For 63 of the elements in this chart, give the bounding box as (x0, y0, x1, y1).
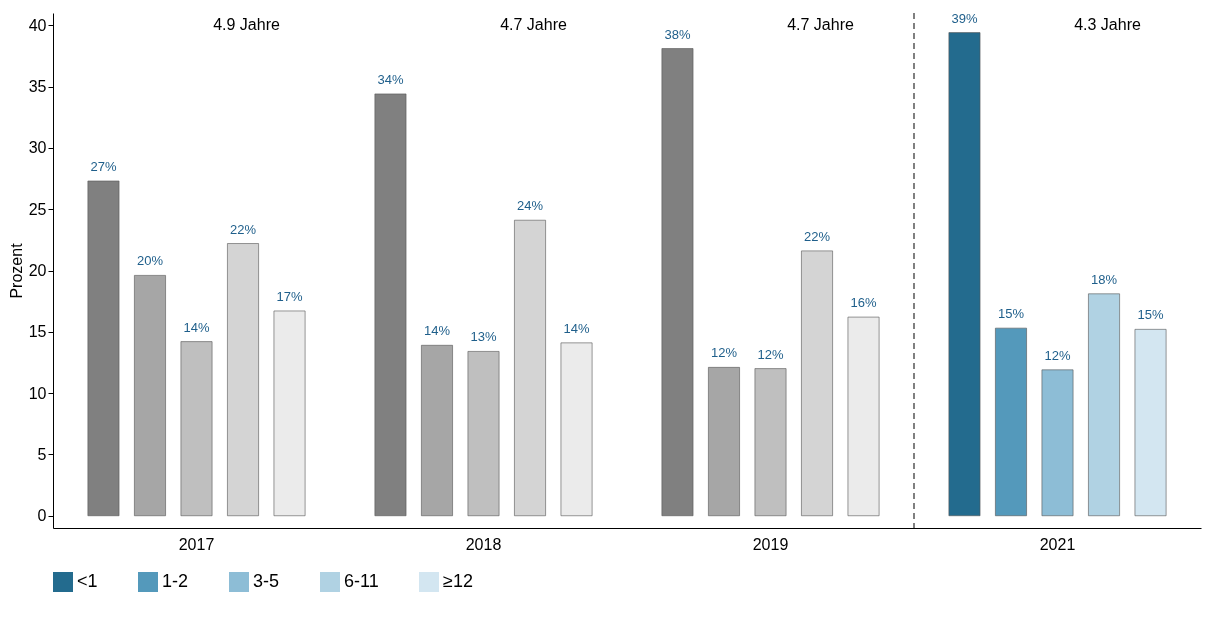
y-tick-label: 10 (28, 384, 47, 402)
data-label: 13% (470, 329, 497, 345)
y-tick-label: 30 (28, 139, 47, 157)
x-tick-label: 2017 (178, 535, 215, 553)
bar (800, 250, 834, 517)
legend-label: <1 (77, 571, 98, 591)
data-label: 27% (90, 158, 117, 174)
data-label: 22% (230, 221, 257, 237)
y-tick-label: 20 (28, 262, 47, 279)
annotation: 4.7 Jahre (787, 16, 854, 34)
bar (560, 342, 593, 517)
bar (1041, 369, 1074, 517)
data-label: 34% (377, 71, 404, 87)
bar (754, 368, 787, 517)
annotation: 4.9 Jahre (213, 16, 280, 34)
data-label: 15% (997, 306, 1025, 322)
y-tick-label: 0 (37, 507, 47, 525)
data-label: 18% (1091, 271, 1118, 287)
bar (87, 180, 120, 517)
y-tick-label: 5 (37, 445, 47, 463)
annotation: 4.7 Jahre (500, 16, 567, 34)
data-label: 39% (951, 10, 978, 26)
bar (273, 310, 306, 517)
x-tick-label: 2018 (465, 535, 502, 553)
data-label: 15% (1137, 307, 1164, 323)
bar (1134, 328, 1167, 517)
y-tick-label: 15 (28, 323, 47, 341)
y-tick-label: 25 (28, 200, 47, 218)
data-label: 17% (276, 288, 303, 304)
data-label: 12% (1044, 347, 1071, 363)
data-label: 14% (183, 319, 210, 335)
bar (513, 219, 547, 517)
data-label: 20% (136, 253, 164, 269)
data-label: 12% (710, 345, 738, 361)
data-label: 22% (804, 228, 831, 244)
bar (420, 344, 454, 517)
x-tick-label: 2019 (752, 535, 789, 553)
data-label: 16% (850, 295, 877, 311)
legend-label: 3-5 (253, 571, 280, 591)
y-tick-label: 35 (28, 78, 47, 96)
data-label: 38% (664, 26, 691, 42)
legend-label: ≥12 (443, 571, 473, 591)
bar (180, 341, 213, 517)
bar (1087, 293, 1121, 517)
data-label: 14% (563, 320, 590, 336)
bar (226, 243, 260, 517)
data-label: 14% (423, 323, 451, 339)
legend-label: 1-2 (162, 571, 189, 591)
bar (948, 32, 981, 517)
bar (661, 48, 694, 517)
data-label: 12% (757, 346, 784, 362)
bar (994, 327, 1028, 517)
bar (707, 366, 741, 517)
bar (133, 274, 167, 517)
bar (847, 316, 880, 517)
y-axis-title: Prozent (7, 242, 25, 299)
legend-label: 6-11 (344, 571, 379, 591)
data-label: 24% (517, 198, 544, 214)
bar (467, 350, 500, 517)
y-tick-label: 40 (28, 16, 47, 34)
annotation: 4.3 Jahre (1074, 16, 1141, 34)
bar (374, 93, 407, 517)
x-tick-label: 2021 (1039, 535, 1076, 553)
